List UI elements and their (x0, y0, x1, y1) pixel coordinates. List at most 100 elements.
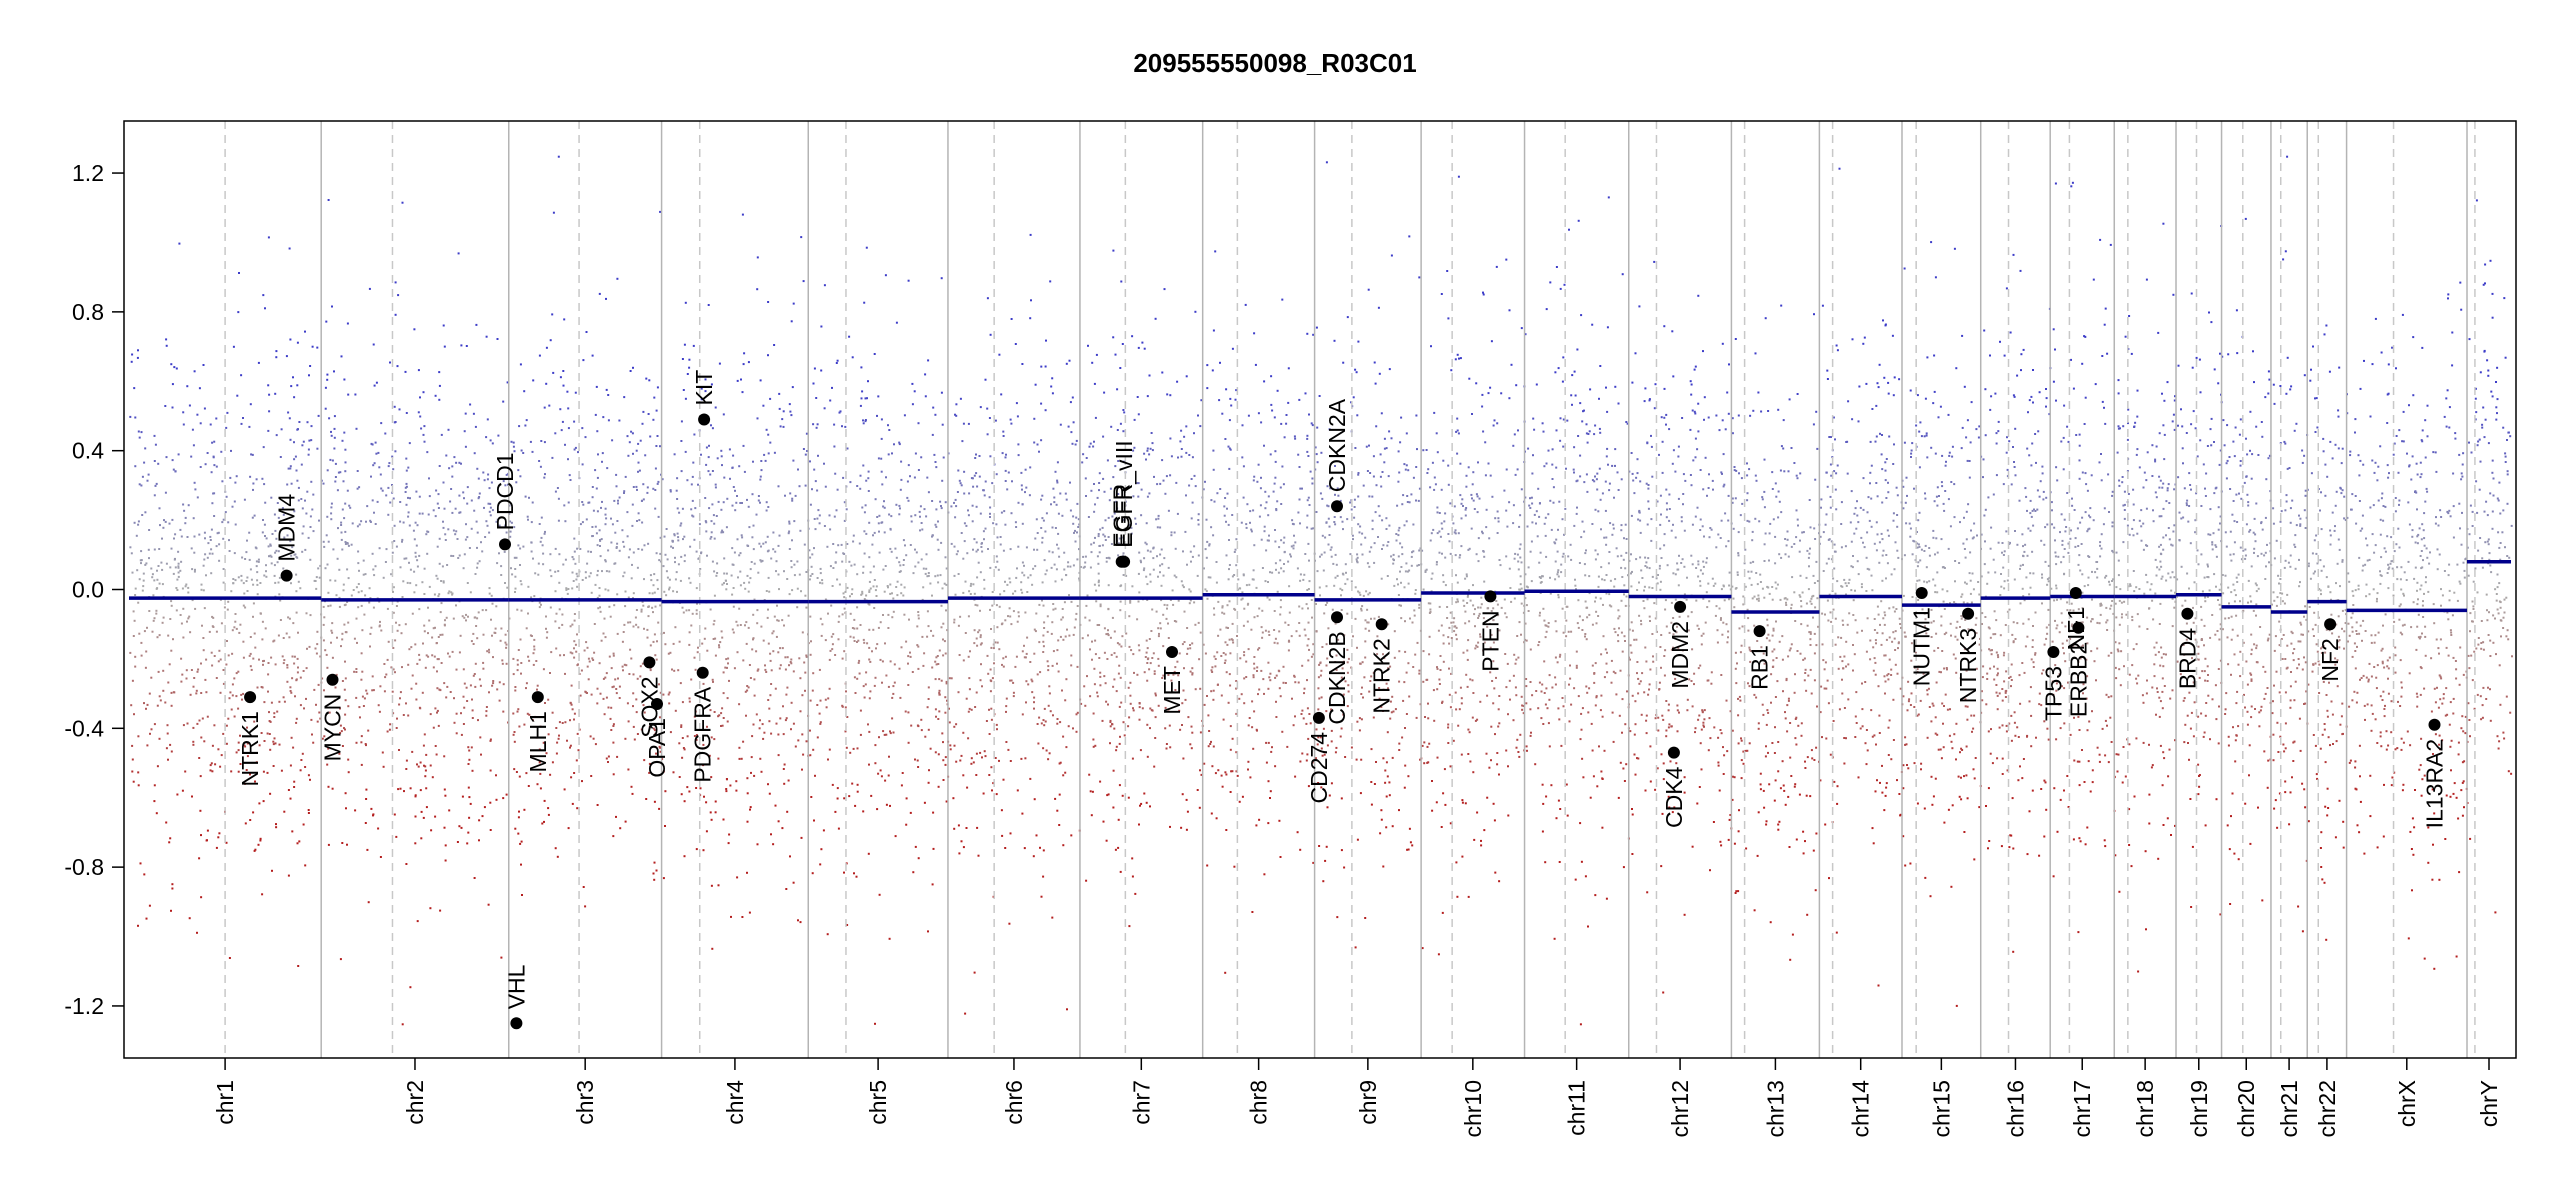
probe-point (139, 559, 142, 562)
probe-point (1130, 526, 1133, 529)
probe-point (626, 702, 629, 705)
probe-point (1375, 761, 1377, 763)
probe-point (405, 457, 408, 460)
probe-point (525, 419, 528, 422)
probe-point (205, 839, 208, 842)
probe-point (898, 667, 901, 670)
probe-point (359, 716, 361, 719)
probe-point (286, 680, 289, 683)
probe-point (1066, 565, 1069, 568)
probe-point (1122, 574, 1125, 576)
probe-point (634, 616, 637, 619)
probe-point (365, 520, 367, 523)
probe-point (572, 558, 575, 561)
probe-point (1154, 317, 1157, 320)
probe-point (722, 671, 725, 674)
probe-point (1235, 751, 1238, 754)
probe-point (217, 748, 220, 751)
probe-point (1149, 707, 1152, 710)
probe-point (781, 647, 784, 650)
probe-point (1153, 475, 1155, 478)
probe-point (828, 514, 831, 517)
probe-point (1076, 502, 1079, 505)
probe-point (895, 586, 898, 588)
probe-point (757, 668, 760, 671)
probe-point (982, 489, 985, 492)
probe-point (1007, 471, 1010, 474)
probe-point (668, 586, 671, 589)
probe-point (1196, 789, 1199, 791)
probe-point (365, 744, 367, 747)
probe-point (981, 756, 983, 759)
probe-point (496, 688, 499, 691)
probe-point (1123, 460, 1125, 463)
probe-point (319, 717, 322, 720)
probe-point (1242, 573, 1245, 576)
probe-point (1095, 600, 1098, 603)
probe-point (310, 439, 313, 442)
probe-point (605, 696, 608, 699)
probe-point (405, 412, 408, 414)
probe-point (309, 365, 312, 367)
probe-point (1235, 389, 1238, 392)
probe-point (1045, 339, 1047, 342)
probe-point (165, 562, 168, 565)
probe-point (525, 682, 528, 685)
probe-point (140, 431, 143, 434)
probe-point (866, 397, 868, 400)
probe-point (506, 381, 509, 384)
probe-point (573, 613, 576, 615)
probe-point (917, 561, 920, 564)
probe-point (293, 780, 296, 783)
probe-point (129, 546, 132, 549)
probe-point (734, 489, 736, 492)
probe-point (650, 579, 653, 582)
probe-point (1005, 705, 1008, 708)
probe-point (750, 771, 752, 774)
probe-point (1275, 508, 1278, 510)
probe-point (442, 520, 444, 523)
probe-point (1107, 793, 1110, 796)
probe-point (1176, 380, 1179, 383)
probe-point (1133, 418, 1136, 421)
probe-point (213, 724, 216, 727)
probe-point (823, 525, 826, 527)
probe-point (399, 566, 402, 569)
probe-point (737, 576, 739, 579)
probe-point (730, 574, 733, 577)
probe-point (200, 834, 202, 837)
probe-point (594, 469, 597, 472)
probe-point (657, 621, 660, 624)
probe-point (1258, 688, 1261, 691)
probe-point (205, 658, 208, 661)
probe-point (230, 770, 233, 773)
probe-point (723, 582, 725, 585)
probe-point (1156, 483, 1159, 486)
probe-point (1289, 553, 1292, 556)
probe-point (772, 531, 775, 534)
probe-point (1103, 651, 1106, 654)
probe-point (817, 454, 819, 457)
probe-point (317, 683, 320, 686)
probe-point (343, 517, 346, 520)
probe-point (604, 676, 607, 679)
probe-point (1278, 630, 1281, 633)
probe-point (405, 482, 408, 485)
probe-point (586, 665, 589, 668)
probe-point (936, 538, 939, 541)
probe-point (996, 560, 999, 563)
probe-point (134, 465, 137, 468)
probe-point (937, 785, 940, 788)
probe-point (677, 669, 680, 672)
probe-point (1082, 566, 1085, 569)
probe-point (495, 774, 497, 777)
probe-point (931, 883, 934, 886)
probe-point (1005, 453, 1007, 456)
probe-point (975, 774, 978, 776)
probe-point (931, 500, 934, 502)
probe-point (1220, 774, 1223, 777)
probe-point (437, 595, 440, 598)
probe-point (970, 762, 973, 765)
probe-point (953, 545, 956, 548)
probe-point (979, 512, 982, 515)
